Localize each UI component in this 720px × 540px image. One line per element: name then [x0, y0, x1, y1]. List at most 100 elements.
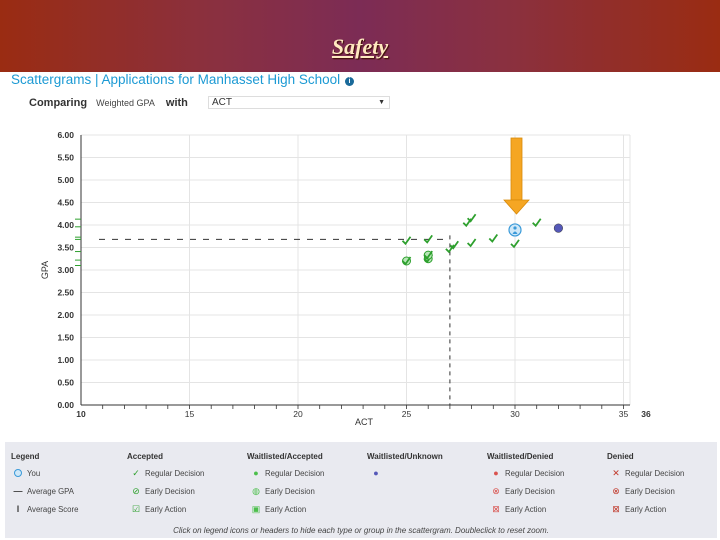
legend-item-label: Early Action	[145, 505, 187, 514]
y-tick-label: 5.00	[57, 175, 74, 185]
y-field-value[interactable]: Weighted GPA	[96, 98, 155, 108]
legend-item-2-2[interactable]: ▣ Early Action	[251, 504, 306, 515]
y-tick-label: 3.50	[57, 243, 74, 253]
legend-item-1-0[interactable]: ✓ Regular Decision	[131, 468, 204, 479]
scattergram[interactable]: 0.00 0.50 1.00 1.50 2.00 2.50 3.00 3.50 4.00 4.50…	[0, 120, 720, 438]
y-tick-label: 6.00	[57, 130, 74, 140]
legend-item-label: Early Action	[505, 505, 547, 514]
legend-item-label: Average Score	[27, 505, 79, 514]
x-axis-label: ACT	[355, 417, 374, 427]
legend-item-label: Early Action	[265, 505, 307, 514]
chart-ticks: 0.00 0.50 1.00 1.50 2.00 2.50 3.00 3.50 4.00 4.50…	[57, 130, 651, 419]
accepted-rd-point	[488, 233, 499, 243]
y-tick-label: 1.00	[57, 355, 74, 365]
accepted-rd-point	[423, 234, 433, 244]
accepted-rd-point	[466, 213, 477, 223]
legend-header-waitlisted-unknown[interactable]: Waitlisted/Unknown	[367, 452, 443, 461]
legend-item-5-1[interactable]: ⊗ Early Decision	[611, 486, 675, 497]
you-marker	[508, 223, 522, 237]
check-icon: ✓	[132, 468, 140, 478]
accepted-rd-point	[510, 239, 520, 249]
slide-banner: Safety	[0, 0, 720, 72]
legend-item-label: Early Decision	[265, 487, 315, 496]
accepted-rd-point	[466, 238, 477, 248]
legend-item-1-2[interactable]: ☑ Early Action	[131, 504, 186, 515]
y-tick-label: 3.00	[57, 265, 74, 275]
box-check-icon: ☑	[131, 504, 141, 514]
legend-item-label: Regular Decision	[625, 469, 685, 478]
legend-item-average-gpa[interactable]: — Average GPA	[13, 486, 74, 496]
average-score-icon: I	[16, 504, 20, 514]
box-x-icon: ⊠	[612, 504, 620, 514]
legend-item-label: Average GPA	[27, 487, 74, 496]
legend-item-2-1[interactable]: ◍ Early Decision	[251, 486, 315, 497]
comparing-label: Comparing	[29, 97, 88, 109]
with-label: with	[165, 97, 188, 109]
legend-item-label: Regular Decision	[265, 469, 325, 478]
box-check-icon: ▣	[251, 504, 261, 514]
y-tick-label: 1.50	[57, 333, 74, 343]
circle-icon: ●	[373, 468, 379, 478]
legend-item-label: Early Action	[625, 505, 667, 514]
waitlisted-unknown-point	[553, 223, 563, 233]
x-tick-label: 36	[641, 409, 651, 419]
point-check	[423, 250, 433, 260]
accepted-ed-point	[423, 250, 433, 260]
legend-item-you[interactable]: You	[13, 468, 40, 478]
x-tick-label: 25	[402, 409, 412, 419]
x-tick-label: 20	[293, 409, 303, 419]
legend-item-4-0[interactable]: ● Regular Decision	[491, 468, 564, 478]
x-tick-label: 15	[185, 409, 195, 419]
circle-check-icon: ⊘	[132, 486, 140, 496]
circle-icon: ●	[493, 468, 499, 478]
x-tick-label: 10	[76, 409, 86, 419]
legend-item-label: Early Decision	[625, 487, 675, 496]
legend-header-legend: Legend	[11, 452, 40, 461]
legend-header-accepted[interactable]: Accepted	[127, 452, 164, 461]
chevron-down-icon: ▼	[378, 99, 385, 106]
legend-note: Click on legend icons or headers to hide…	[173, 526, 549, 535]
accepted-rd-point	[532, 218, 542, 228]
circle-x-icon: ⊗	[612, 486, 620, 496]
y-tick-label: 4.00	[57, 220, 74, 230]
legend-item-2-0[interactable]: ● Regular Decision	[251, 468, 324, 478]
legend-header-denied[interactable]: Denied	[607, 452, 634, 461]
you-marker-body	[512, 231, 518, 234]
box-x-icon: ⊠	[492, 504, 500, 514]
you-marker-circle	[508, 223, 522, 237]
y-axis-label: GPA	[40, 261, 50, 279]
legend-item-4-2[interactable]: ⊠ Early Action	[491, 504, 546, 515]
legend-item-label: Regular Decision	[505, 469, 565, 478]
legend-item-3-0[interactable]: ●	[371, 468, 385, 478]
y-tick-label: 0.00	[57, 400, 74, 410]
chart-grid	[81, 134, 631, 406]
x-tick-label: 35	[619, 409, 629, 419]
average-lines	[99, 235, 451, 405]
chart-axes	[80, 135, 630, 406]
legend-item-5-0[interactable]: ✕ Regular Decision	[611, 468, 684, 479]
y-tick-label: 2.50	[57, 288, 74, 298]
y-tick-label: 2.00	[57, 310, 74, 320]
x-field-select[interactable]: ACT ▼	[208, 96, 390, 109]
you-marker-head	[513, 226, 517, 230]
arrow-shaft	[510, 137, 523, 201]
y-tick-label: 5.50	[57, 153, 74, 163]
legend-item-average-score[interactable]: I Average Score	[13, 504, 79, 514]
legend-header-waitlisted-accepted[interactable]: Waitlisted/Accepted	[247, 452, 323, 461]
legend-item-4-1[interactable]: ⊗ Early Decision	[491, 486, 555, 497]
info-icon[interactable]: i	[344, 77, 354, 86]
legend-item-label: Regular Decision	[145, 469, 205, 478]
page-title-text: Scattergrams | Applications for Manhasse…	[11, 72, 341, 87]
y-tick-label: 0.50	[57, 378, 74, 388]
legend-header-waitlisted-denied[interactable]: Waitlisted/Denied	[487, 452, 554, 461]
page-title: Scattergrams | Applications for Manhasse…	[11, 72, 354, 87]
x-field-value: ACT	[212, 97, 232, 108]
you-icon	[13, 468, 23, 478]
legend-item-1-1[interactable]: ⊘ Early Decision	[131, 486, 195, 497]
legend-item-5-2[interactable]: ⊠ Early Action	[611, 504, 666, 515]
y-tick-label: 4.50	[57, 198, 74, 208]
highlight-arrow	[503, 137, 530, 215]
legend-item-label: You	[27, 469, 41, 478]
circle-check-icon: ◍	[252, 486, 260, 496]
slide-title: Safety	[331, 34, 389, 59]
